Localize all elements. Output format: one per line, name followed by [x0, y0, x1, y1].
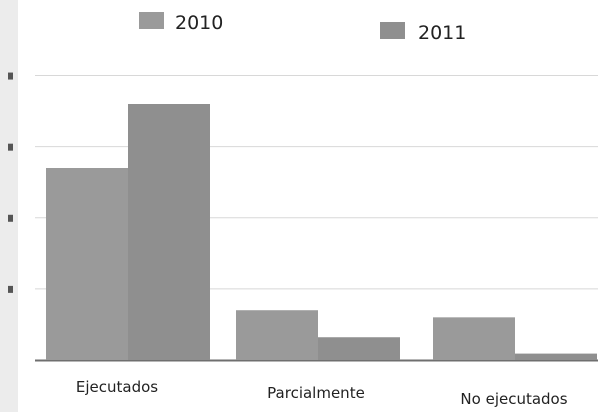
bar-2010-no-ejecutados	[433, 317, 515, 360]
bars	[46, 104, 597, 360]
legend-item-2011: 2011	[380, 22, 466, 44]
legend-item-2010: 2010	[139, 12, 223, 34]
bar-2011-no-ejecutados	[515, 353, 597, 360]
bar-2011-ejecutados	[128, 104, 210, 360]
legend: 2010 2011	[139, 12, 466, 44]
legend-label-2011: 2011	[418, 22, 466, 44]
legend-label-2010: 2010	[175, 12, 223, 34]
y-tick-mark	[8, 285, 13, 293]
bar-2011-parcialmente	[318, 337, 400, 360]
legend-swatch-2011	[380, 22, 405, 39]
left-margin-shadow	[0, 0, 18, 412]
category-label-no-ejecutados: No ejecutados	[460, 390, 567, 408]
y-tick-mark	[8, 143, 13, 151]
category-label-parcialmente: Parcialmente	[267, 384, 365, 402]
y-tick-mark	[8, 72, 13, 80]
category-label-ejecutados: Ejecutados	[76, 378, 158, 396]
bar-2010-parcialmente	[236, 310, 318, 360]
y-tick-mark	[8, 214, 13, 222]
bar-2010-ejecutados	[46, 168, 128, 360]
category-labels: Ejecutados Parcialmente No ejecutados	[76, 378, 568, 408]
legend-swatch-2010	[139, 12, 164, 29]
y-axis-ticks	[8, 72, 13, 293]
